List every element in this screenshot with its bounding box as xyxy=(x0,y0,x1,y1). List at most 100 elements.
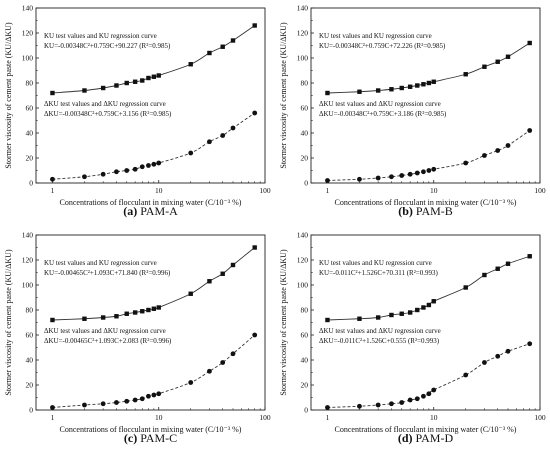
ku-data-point xyxy=(230,262,236,268)
y-tick-label: 140 xyxy=(22,4,34,13)
delta-ku-data-point xyxy=(325,178,330,183)
y-tick-label: 40 xyxy=(26,129,34,138)
delta-ku-regression-curve xyxy=(52,112,255,180)
x-tick-label: 100 xyxy=(534,413,546,422)
ku-data-point xyxy=(399,85,404,91)
y-tick-label: 100 xyxy=(22,54,34,63)
ku-data-point xyxy=(220,271,225,276)
delta-ku-data-point xyxy=(50,176,55,182)
delta-ku-data-point xyxy=(463,372,469,378)
y-tick-label: 140 xyxy=(297,231,309,240)
ku-data-point xyxy=(431,299,436,304)
ku-data-point xyxy=(230,38,236,43)
y-tick-label: 80 xyxy=(301,79,309,88)
ku-data-point xyxy=(220,44,225,49)
ku-data-point xyxy=(431,79,436,84)
series-annotation-title: ΔKU test values and ΔKU regression curve xyxy=(319,327,441,335)
ku-data-point xyxy=(389,87,394,92)
series-annotation-title: KU test values and KU regression curve xyxy=(319,32,432,40)
delta-ku-data-point xyxy=(495,353,501,359)
delta-ku-data-point xyxy=(132,397,138,403)
delta-ku-data-point xyxy=(207,139,212,145)
delta-ku-data-point xyxy=(124,168,130,173)
ku-data-point xyxy=(527,40,532,46)
y-tick-label: 120 xyxy=(22,256,34,265)
delta-ku-data-point xyxy=(482,360,487,365)
y-tick-label: 140 xyxy=(297,4,309,13)
delta-ku-data-point xyxy=(482,153,487,158)
y-tick-label: 120 xyxy=(297,256,309,265)
delta-ku-data-point xyxy=(431,387,437,393)
x-tick-label: 10 xyxy=(430,413,438,422)
y-tick-label: 60 xyxy=(26,104,34,113)
delta-ku-data-point xyxy=(220,133,226,138)
series-annotation-title: KU test values and KU regression curve xyxy=(319,259,432,267)
delta-ku-data-point xyxy=(100,401,106,407)
y-tick-label: 120 xyxy=(22,29,34,38)
series-annotation-equation: KU=-0.011C²+1.526C+70.311 (R²=0.993) xyxy=(319,269,438,277)
y-tick-label: 40 xyxy=(301,129,309,138)
y-axis-label: Stormer viscosity of cement paste (KU/ΔK… xyxy=(4,249,13,396)
delta-ku-data-point xyxy=(230,351,236,357)
y-tick-label: 80 xyxy=(26,79,34,88)
ku-data-point xyxy=(426,80,432,86)
delta-ku-data-point xyxy=(188,380,194,385)
ku-data-point xyxy=(252,245,257,250)
ku-data-point xyxy=(463,72,468,77)
ku-data-point xyxy=(50,317,55,323)
delta-ku-data-point xyxy=(505,143,511,148)
ku-data-point xyxy=(114,314,119,319)
ku-data-point xyxy=(325,317,330,323)
delta-ku-data-point xyxy=(389,174,394,180)
y-tick-label: 100 xyxy=(297,54,309,63)
ku-data-point xyxy=(482,272,487,278)
delta-ku-data-point xyxy=(151,392,157,398)
ku-data-point xyxy=(505,54,511,59)
delta-ku-data-point xyxy=(495,148,501,153)
series-annotation-equation: KU=-0.00348C²+0.759C+72.226 (R²=0.985) xyxy=(319,42,446,50)
ku-data-point xyxy=(325,90,330,96)
y-tick-label: 60 xyxy=(26,331,34,340)
ku-data-point xyxy=(252,23,257,28)
ku-data-point xyxy=(375,315,381,320)
ku-data-point xyxy=(151,74,157,79)
y-tick-label: 20 xyxy=(26,154,34,163)
delta-ku-data-point xyxy=(389,401,394,407)
x-axis-label: Concentrations of flocculant in mixing w… xyxy=(335,425,517,434)
delta-ku-data-point xyxy=(114,169,119,175)
y-tick-label: 0 xyxy=(29,406,33,415)
delta-ku-data-point xyxy=(399,173,405,178)
delta-ku-data-point xyxy=(399,400,405,405)
delta-ku-data-point xyxy=(527,341,533,347)
x-axis-label: Concentrations of flocculant in mixing w… xyxy=(335,198,517,207)
x-axis-label: Concentrations of flocculant in mixing w… xyxy=(60,425,242,434)
ku-data-point xyxy=(114,83,119,88)
ku-data-point xyxy=(140,78,145,83)
delta-ku-data-point xyxy=(139,396,145,402)
delta-ku-data-point xyxy=(407,171,413,177)
caption-letter: (a) xyxy=(123,204,137,218)
delta-ku-data-point xyxy=(151,161,157,167)
y-tick-label: 120 xyxy=(297,29,309,38)
y-axis-label: Stormer viscosity of cement paste (KU/ΔK… xyxy=(279,249,288,396)
ku-data-point xyxy=(463,285,468,290)
chart-panel-2: 0 20 40 60 80 100 120 140 1 10 100 Stormer viscosit… xyxy=(279,4,546,218)
y-tick-label: 140 xyxy=(22,231,34,240)
y-tick-label: 0 xyxy=(304,179,308,188)
x-tick-label: 10 xyxy=(430,186,438,195)
delta-ku-data-point xyxy=(114,400,119,405)
ku-data-point xyxy=(151,306,157,311)
ku-data-point xyxy=(495,266,500,271)
caption-letter: (c) xyxy=(124,431,137,445)
x-tick-label: 100 xyxy=(259,186,271,195)
ku-data-point xyxy=(82,88,87,93)
delta-ku-data-point xyxy=(414,396,420,402)
ku-data-point xyxy=(527,254,532,259)
delta-ku-data-point xyxy=(426,168,432,173)
chart-panel-3: 0 20 40 60 80 100 120 140 1 10 100 Stormer viscosit… xyxy=(4,231,271,445)
delta-ku-data-point xyxy=(156,391,162,397)
delta-ku-data-point xyxy=(426,391,432,397)
y-tick-label: 20 xyxy=(301,154,309,163)
y-tick-label: 80 xyxy=(301,306,309,315)
